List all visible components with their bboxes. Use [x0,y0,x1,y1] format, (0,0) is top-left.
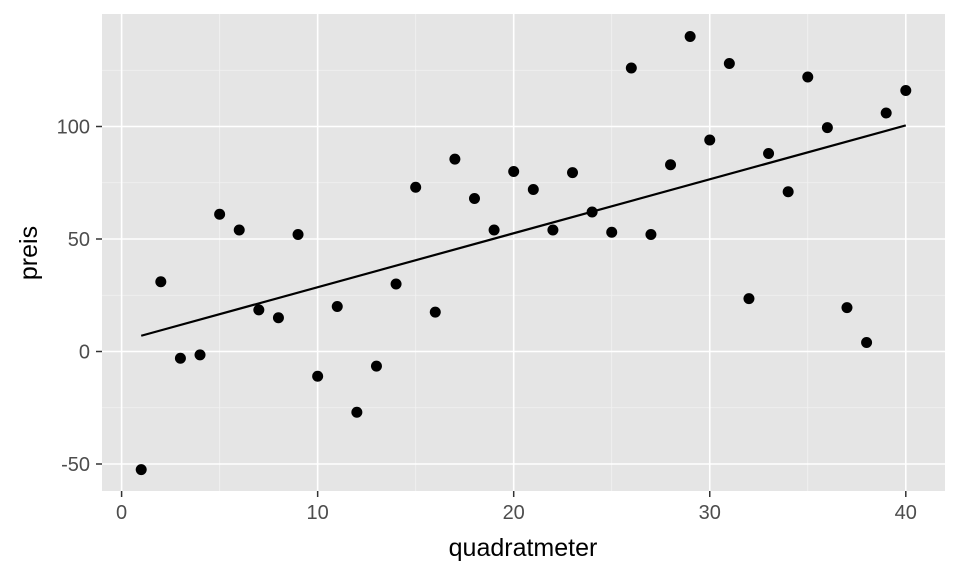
y-tick-label: 0 [79,342,90,364]
data-point [253,304,265,316]
data-point [606,226,618,238]
data-point [567,167,579,179]
x-tick-label: 40 [895,502,917,524]
data-point [449,153,461,165]
data-point [880,107,892,119]
data-points [135,31,912,476]
x-axis-title: quadratmeter [449,534,598,562]
data-point [841,302,853,314]
data-point [900,85,912,96]
data-point [547,224,559,236]
data-point [684,31,696,42]
data-point [488,224,500,236]
data-point [861,337,873,348]
data-point [704,134,716,146]
data-point [782,186,794,198]
data-point [763,148,775,159]
x-axis: 0 10 20 30 40 [116,491,917,524]
minor-gridlines [102,14,945,491]
data-point [370,360,382,372]
data-point [331,301,343,312]
data-point [821,122,833,134]
data-point [743,293,755,305]
data-point [527,184,539,195]
data-point [645,229,657,240]
data-point [272,312,284,324]
data-point [214,208,226,220]
data-point [135,464,147,476]
data-point [508,166,520,177]
major-gridlines [102,14,945,491]
trend-line [140,124,907,337]
data-point [802,71,814,83]
y-tick-label: 50 [68,229,90,251]
data-point [312,370,324,382]
x-tick-label: 30 [699,502,721,524]
x-tick-label: 0 [116,502,127,524]
trend-line-layer [140,124,907,337]
plot-panel [102,14,945,491]
data-point [665,159,677,171]
data-point [723,58,735,69]
data-point [390,278,402,290]
y-axis: -50 0 50 100 [57,117,102,476]
data-point [233,224,245,236]
data-point [351,406,363,418]
data-point [586,206,598,218]
data-point [292,229,304,240]
y-tick-label: -50 [61,454,90,476]
data-point [429,306,441,318]
y-tick-label: 100 [57,117,90,139]
y-axis-title: preis [15,226,43,280]
data-point [155,276,167,288]
data-point [410,181,422,193]
data-point [468,193,480,204]
data-point [625,62,637,74]
x-tick-label: 10 [307,502,329,524]
x-tick-label: 20 [503,502,525,524]
data-point [174,352,186,364]
data-point [194,349,206,361]
